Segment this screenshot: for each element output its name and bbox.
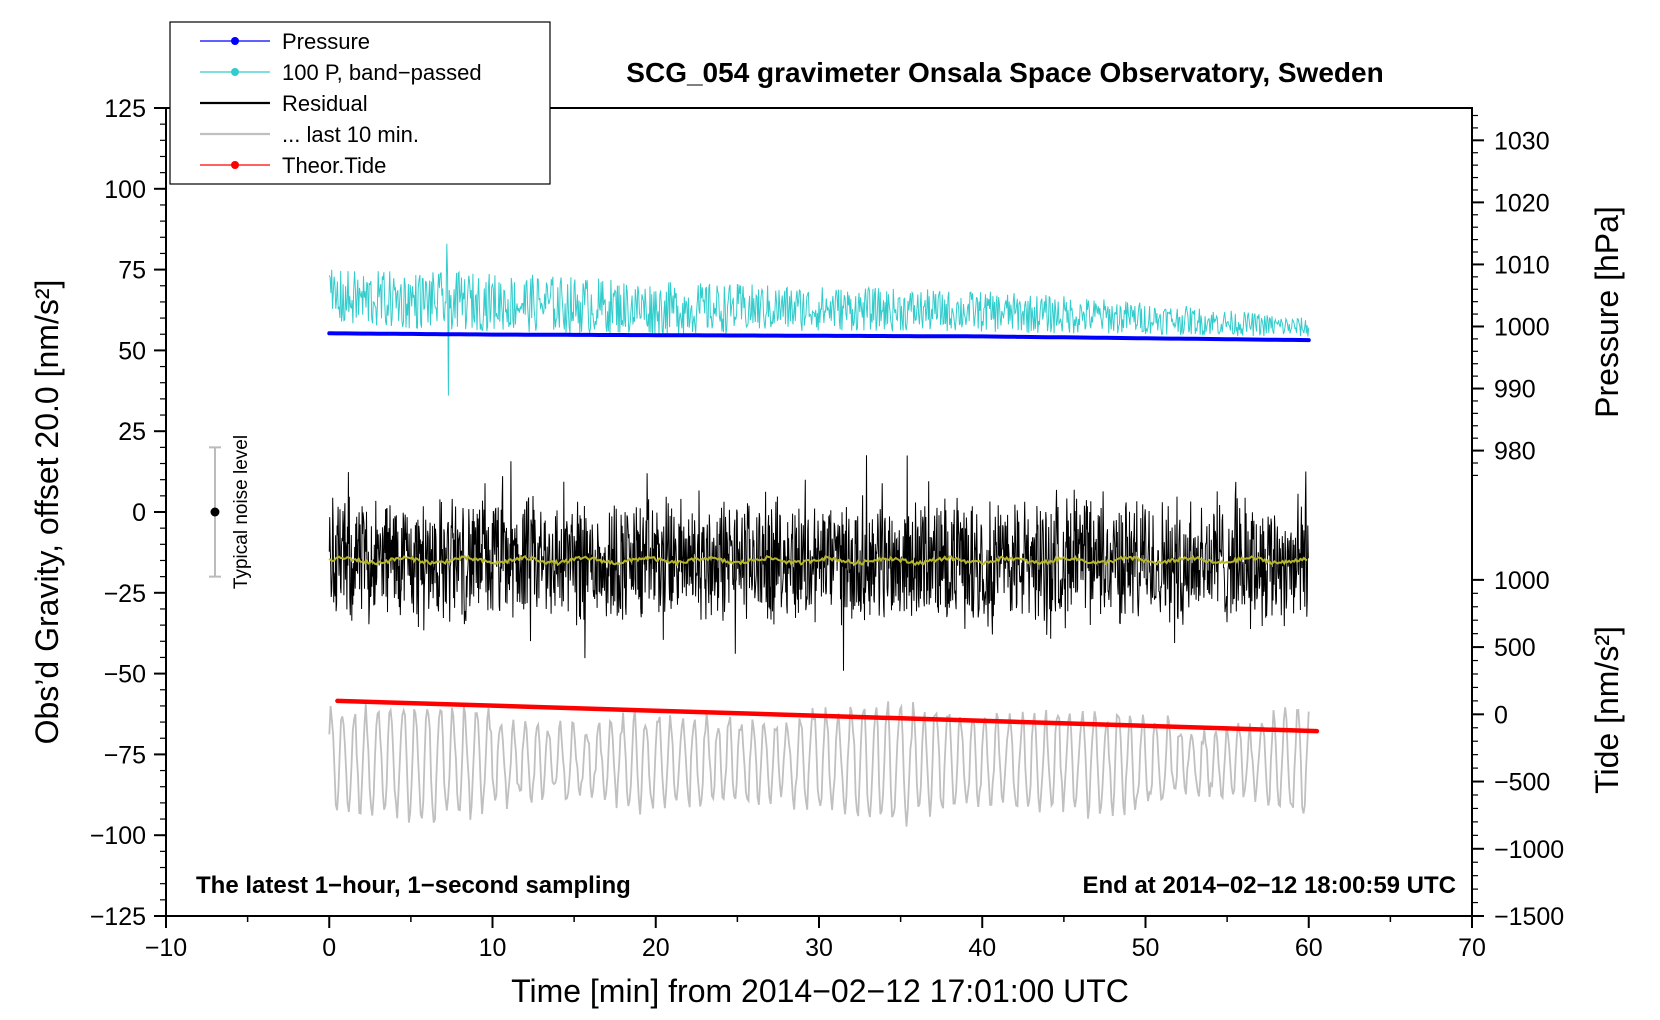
y-tick-label: −50 [104,661,146,689]
series-layer [327,243,1320,827]
pressure-tick-label: 1020 [1494,189,1550,217]
tide-tick-label: −1000 [1494,836,1564,864]
y-axis-ticks: 125 100 75 50 25 0 −25 −50 −75 −100 −125 [90,95,166,931]
y-tick-label: 25 [118,418,146,446]
series-theor-tide-line [335,698,1320,734]
y-tick-label: −100 [90,822,146,850]
legend-label-2: Residual [282,91,368,116]
x-axis-label: Time [min] from 2014−02−12 17:01:00 UTC [511,973,1129,1009]
pressure-tick-label: 990 [1494,376,1536,404]
x-axis-ticks: −10 0 10 20 30 40 50 60 70 [145,916,1486,962]
chart-title: SCG_054 gravimeter Onsala Space Observat… [626,57,1383,88]
x-tick-label: 40 [968,934,996,962]
annotation-sampling: The latest 1−hour, 1−second sampling [196,872,631,899]
legend: Pressure 100 P, band−passed Residual ... la… [169,21,551,185]
legend-dot-0 [231,37,239,45]
y-tick-label: −75 [104,741,146,769]
x-tick-label: 70 [1458,934,1486,962]
y-axis-label: Obs’d Gravity, offset 20.0 [nm/s²] [29,280,65,745]
tide-tick-label: 500 [1494,634,1536,662]
legend-dot-4 [231,161,239,169]
y-tick-label: −25 [104,580,146,608]
y-tick-label: 125 [104,95,146,123]
noise-center-dot [210,507,220,517]
x-tick-label: 50 [1132,934,1160,962]
x-tick-label: 60 [1295,934,1323,962]
legend-dot-1 [231,68,239,76]
tide-axis-ticks: 1000 500 0 −500 −1000 −1500 [1472,567,1564,931]
pressure-tick-label: 1030 [1494,127,1550,155]
x-tick-label: 10 [479,934,507,962]
series-residual-line [328,455,1309,671]
tide-tick-label: 0 [1494,701,1508,729]
tide-tick-label: −1500 [1494,903,1564,931]
y-tick-label: −125 [90,903,146,931]
y-tick-label: 75 [118,257,146,285]
x-tick-label: 20 [642,934,670,962]
x-tick-label: 0 [322,934,336,962]
noise-level-label: Typical noise level [231,435,252,589]
pressure-tick-label: 1010 [1494,251,1550,279]
series-last-10-min-line [328,701,1310,827]
y-tick-label: 50 [118,337,146,365]
legend-label-0: Pressure [282,29,370,54]
series-band-passed-line [328,243,1310,396]
tide-tick-label: 1000 [1494,567,1550,595]
pressure-tick-label: 1000 [1494,313,1550,341]
y-tick-label: 0 [132,499,146,527]
pressure-axis-label: Pressure [hPa] [1589,206,1625,418]
pressure-axis-ticks: 1030 1020 1010 1000 990 980 [1472,114,1550,477]
legend-label-3: ... last 10 min. [282,122,419,147]
pressure-tick-label: 980 [1494,438,1536,466]
annotation-end-time: End at 2014−02−12 18:00:59 UTC [1082,872,1456,899]
series-pressure-line [327,331,1311,343]
tide-tick-label: −500 [1494,769,1550,797]
series-residual-smoothed-line [328,554,1308,567]
tide-axis-label: Tide [nm/s²] [1589,626,1625,794]
x-tick-label: −10 [145,934,187,962]
noise-level-marker: Typical noise level [208,435,252,589]
y-tick-label: 100 [104,176,146,204]
x-tick-label: 30 [805,934,833,962]
legend-label-1: 100 P, band−passed [282,60,482,85]
legend-label-4: Theor.Tide [282,153,386,178]
